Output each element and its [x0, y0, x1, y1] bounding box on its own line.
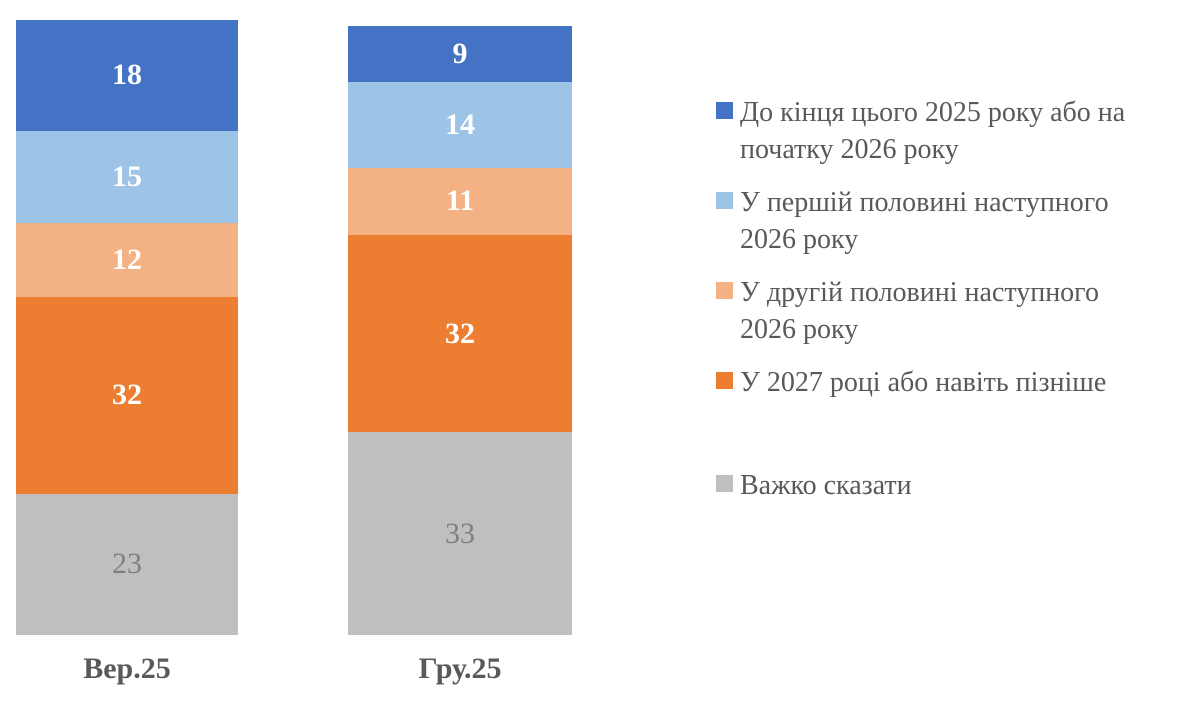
- bar-segment: 14: [348, 81, 572, 168]
- legend-item: У першій половині наступного 2026 року: [716, 184, 1186, 258]
- legend-label-line: початку 2026 року: [740, 134, 959, 165]
- legend-swatch-icon: [716, 475, 733, 492]
- legend-label: У першій половині наступного 2026 року: [740, 184, 1109, 258]
- bar-segment: 15: [16, 130, 238, 223]
- legend-label: До кінця цього 2025 року або на початку 2…: [740, 94, 1125, 168]
- legend-label-line: У 2027 році або навіть пізніше: [740, 367, 1107, 398]
- legend-label: У 2027 році або навіть пізніше: [740, 364, 1106, 401]
- segment-value-label: 15: [112, 159, 142, 193]
- segment-value-label: 12: [112, 242, 142, 276]
- legend-item: Важко сказати: [716, 467, 1186, 504]
- bar-segment: 33: [348, 432, 572, 635]
- legend-item: У другій половині наступного 2026 року: [716, 274, 1186, 348]
- bar-segment: 9: [348, 26, 572, 82]
- bar-segment: 23: [16, 493, 238, 635]
- segment-value-label: 32: [445, 316, 475, 350]
- legend-swatch-icon: [716, 282, 733, 299]
- bar-segment: 11: [348, 167, 572, 236]
- segment-value-label: 11: [445, 184, 475, 218]
- segment-value-label: 9: [452, 36, 468, 70]
- legend-label-line: У першій половині наступного: [740, 187, 1109, 218]
- legend-label: У другій половині наступного 2026 року: [740, 274, 1099, 348]
- legend-swatch-icon: [716, 192, 733, 209]
- legend-label-line: До кінця цього 2025 року або на: [740, 97, 1126, 128]
- legend-label-line: 2026 року: [740, 314, 859, 345]
- legend: До кінця цього 2025 року або на початку 2…: [716, 94, 1186, 520]
- bar-segment: 18: [16, 20, 238, 131]
- category-label-ver25: Вер.25: [83, 652, 171, 685]
- segment-value-label: 18: [112, 58, 142, 92]
- bar-column-0: 18 15 12 32 23: [16, 20, 238, 635]
- legend-swatch-icon: [716, 102, 733, 119]
- segment-value-label: 14: [445, 107, 475, 141]
- legend-swatch-icon: [716, 372, 733, 389]
- bar-segment: 32: [348, 235, 572, 433]
- bar-segment: 12: [16, 222, 238, 297]
- legend-label-line: Важко сказати: [740, 470, 912, 501]
- segment-value-label: 23: [112, 547, 142, 581]
- bar-segment: 32: [16, 296, 238, 494]
- category-label-gru25: Гру.25: [418, 652, 502, 685]
- segment-value-label: 32: [112, 378, 142, 412]
- legend-item: До кінця цього 2025 року або на початку 2…: [716, 94, 1186, 168]
- legend-label-line: У другій половині наступного: [740, 277, 1099, 308]
- legend-label: Важко сказати: [740, 467, 912, 504]
- bar-column-1: 9 14 11 32 33: [348, 26, 572, 635]
- legend-label-line: 2026 року: [740, 224, 859, 255]
- segment-value-label: 33: [445, 516, 475, 550]
- legend-item: У 2027 році або навіть пізніше: [716, 364, 1186, 401]
